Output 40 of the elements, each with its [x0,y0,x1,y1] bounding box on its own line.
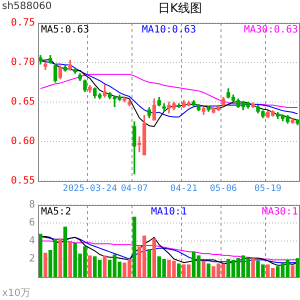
text: MA30:1 [262,206,298,218]
y-tick-label: 4 [28,236,35,247]
chart-title: 日K线图 [157,0,203,17]
series-label: MA5:2 [41,206,72,218]
x-tick-label: 04-07 [120,184,148,194]
bar [63,226,68,277]
bar [202,260,206,277]
bar [102,255,107,277]
candlestick [162,103,166,112]
y-tick-label: 6 [28,218,35,229]
x-tick-label: 04-21 [170,184,198,194]
bar [290,265,294,277]
bar [296,258,300,277]
y-tick-label: 0.75 [10,18,35,29]
bar [152,238,156,277]
bar [251,258,255,277]
x-tick-label: 05-06 [210,184,237,194]
y-tick-label: 0.70 [10,57,35,68]
bar [132,216,136,277]
bar [68,241,72,277]
text: MA30:0.63 [244,24,298,36]
y-tick-label: 2 [28,254,35,265]
bar [177,264,181,277]
y-tick-label: 8 [28,200,35,211]
text: MA10:1 [150,206,188,218]
bar [147,249,152,277]
text: MA10:0.63 [142,24,196,36]
y-tick-label: 0.65 [10,96,35,108]
bar [206,264,210,277]
bar [44,252,48,277]
bar [88,255,92,277]
chart-subtitle: sh588060 [2,1,52,12]
x-tick-label: 05-19 [254,184,282,194]
y-tick-label: 0.60 [10,136,35,148]
bar [38,234,42,277]
text: MA5:0.63 [41,24,90,36]
y-axis-title: x10万 [2,287,31,300]
bar [58,238,62,277]
x-tick-label: 2025-03-24 [62,184,117,194]
y-tick-label: 0.55 [10,176,35,187]
